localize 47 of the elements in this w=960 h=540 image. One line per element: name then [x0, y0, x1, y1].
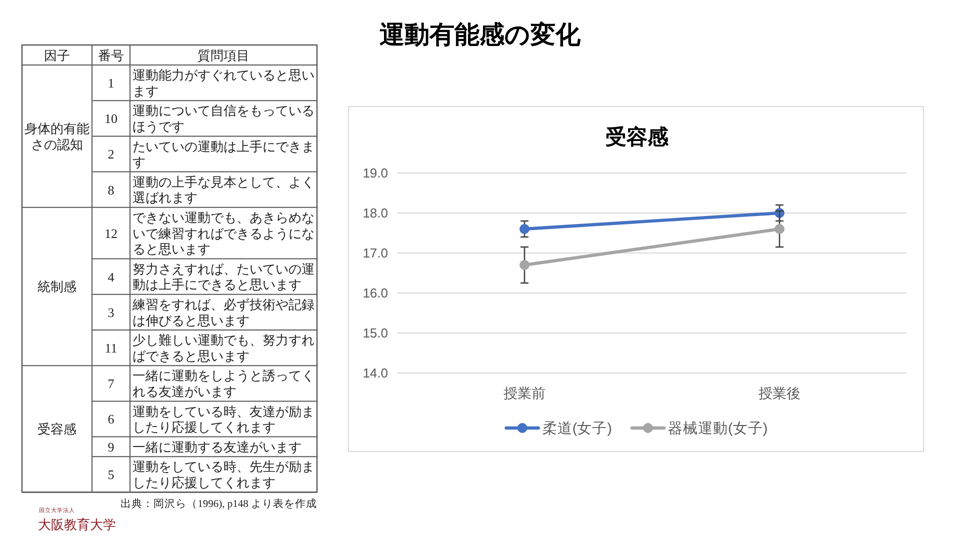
point — [520, 260, 530, 270]
text: 2 — [108, 146, 114, 162]
y-tick-label: 18.0 — [362, 206, 388, 220]
y-tick-label: 16.0 — [362, 286, 388, 300]
text: 運動をしている時、友達が励ましたり応援してくれます — [132, 404, 314, 435]
text: たいていの運動は上手にできます — [132, 138, 314, 170]
x-tick-label: 授業前 — [504, 385, 546, 401]
chart-title: 受容感 — [606, 125, 670, 149]
text: 9 — [108, 439, 114, 454]
text: 運動能力がすぐれていると思います — [132, 68, 314, 98]
text: 1 — [108, 76, 114, 91]
text: 6 — [108, 412, 114, 427]
text: 一緒に運動する友達がいます — [132, 439, 302, 454]
text: 努力さえすれば、たいていの運動は上手にできると思います — [132, 261, 314, 292]
y-tick-label: 19.0 — [362, 166, 388, 180]
y-tick-label: 14.0 — [362, 366, 388, 380]
x-tick-label: 授業後 — [758, 385, 800, 401]
point — [774, 224, 784, 234]
text: 12 — [104, 226, 118, 241]
text: 統制感 — [38, 279, 76, 294]
text: 7 — [108, 376, 114, 392]
text: できない運動でも、あきらめないで練習すればできるようになると思います — [132, 210, 314, 257]
category-label: 因子 — [44, 48, 70, 63]
text: 4 — [108, 269, 114, 284]
legend-label: 柔道(女子) — [542, 420, 612, 437]
text: 受容感 — [38, 422, 76, 437]
text: 3 — [108, 304, 114, 320]
text: 5 — [108, 467, 114, 482]
source-note: 出典：岡沢ら（1996), p148 より表を作成 — [120, 497, 317, 510]
category-label: 質問項目 — [198, 48, 250, 63]
text: 運動の上手な見本として、よく選ばれます — [132, 174, 314, 206]
text: 8 — [108, 182, 114, 198]
text: 運動について自信をもっているほうです — [132, 103, 314, 134]
text: 運動有能感の変化 — [380, 21, 582, 49]
y-tick-label: 15.0 — [362, 326, 388, 340]
text: 一緒に運動をしようと誘ってくれる友達がいます — [132, 368, 314, 400]
text: 少し難しい運動でも、努力すればできると思います — [132, 332, 314, 364]
text: 大阪教育大学 — [38, 517, 116, 532]
text: 10 — [104, 111, 118, 126]
category-label: 番号 — [98, 48, 124, 63]
text: 身体的有能さの認知 — [24, 121, 90, 152]
point — [520, 224, 530, 234]
legend-label: 器械運動(女子) — [668, 420, 768, 437]
text: 運動をしている時、先生が励ましたり応援してくれます — [132, 459, 314, 490]
text: 練習をすれば、必ず技術や記録は伸びると思います — [132, 297, 314, 328]
y-tick-label: 17.0 — [362, 246, 388, 260]
text: 11 — [104, 340, 118, 356]
